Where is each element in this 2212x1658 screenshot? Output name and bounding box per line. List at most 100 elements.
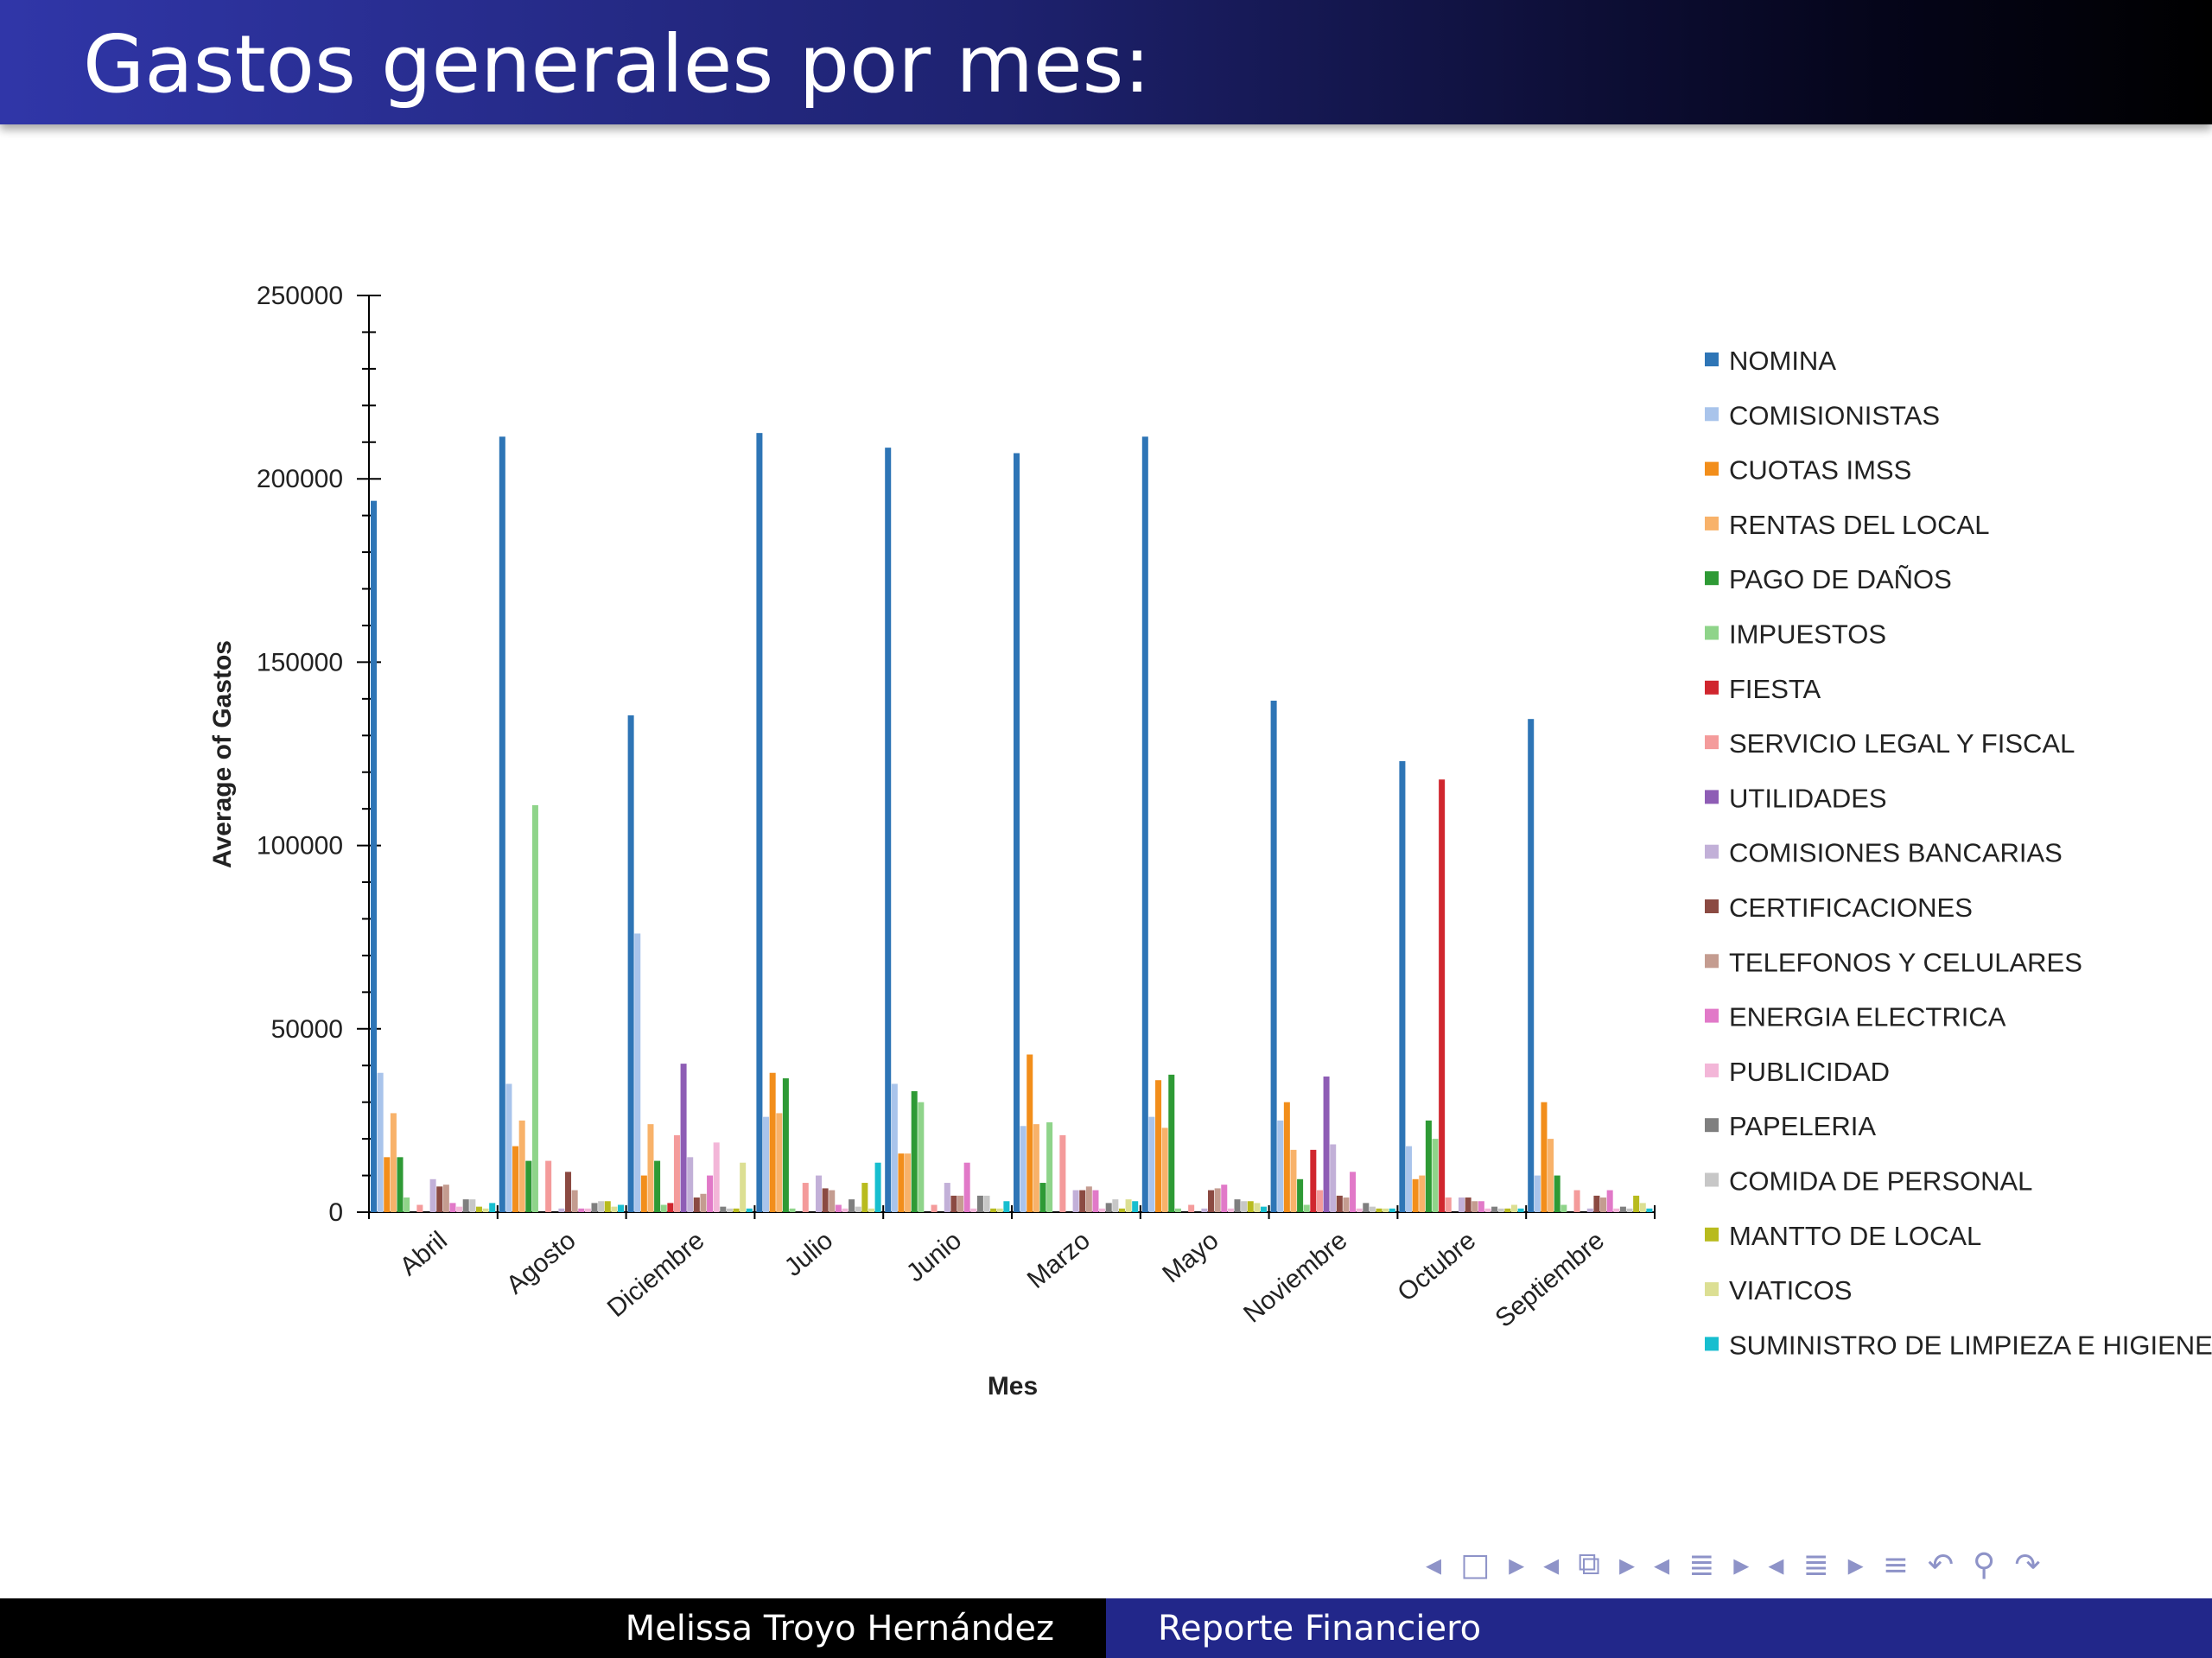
search-icon[interactable]: ⚲ — [1973, 1547, 1996, 1583]
bar — [1003, 1201, 1010, 1212]
legend-swatch — [1705, 353, 1719, 366]
bar — [1350, 1172, 1357, 1212]
legend-swatch — [1705, 1118, 1719, 1133]
arrow-right-icon[interactable]: ▸ — [1733, 1547, 1750, 1583]
bar — [604, 1201, 611, 1212]
legend-swatch — [1705, 1172, 1719, 1187]
legend-label: COMISIONES BANCARIAS — [1729, 838, 2063, 868]
bar — [1168, 1074, 1175, 1212]
bar — [1234, 1199, 1241, 1212]
bar — [1330, 1144, 1337, 1212]
bar — [660, 1204, 667, 1212]
bar — [489, 1203, 496, 1212]
x-axis-tick-labels: Abril Agosto Diciembre Julio Junio Marzo Mayo N… — [395, 1226, 1610, 1333]
bar — [1432, 1139, 1439, 1212]
bar — [1277, 1120, 1284, 1212]
align-icon[interactable]: ≡ — [1882, 1547, 1909, 1583]
arrow-right-icon[interactable]: ▸ — [1847, 1547, 1864, 1583]
legend-swatch — [1705, 790, 1719, 804]
bar — [1316, 1190, 1323, 1212]
arrow-left-icon[interactable]: ◂ — [1426, 1547, 1442, 1583]
bar — [627, 715, 634, 1212]
legend-swatch — [1705, 461, 1719, 476]
bar — [726, 1208, 733, 1212]
bar — [1491, 1206, 1498, 1212]
bar — [713, 1142, 720, 1212]
bar — [1141, 436, 1148, 1212]
bar — [397, 1157, 404, 1212]
y-tick-label: 250000 — [257, 282, 343, 310]
slide-footer: Melissa Troyo Hernández Reporte Financie… — [0, 1598, 2212, 1658]
x-tick-label: Noviembre — [1238, 1226, 1352, 1329]
chart-legend: NOMINA COMISIONISTAS CUOTAS IMSS RENTAS DEL… — [1705, 346, 2212, 1360]
bar — [898, 1153, 905, 1212]
bar — [1639, 1203, 1646, 1212]
bar — [789, 1208, 796, 1212]
frame-icon[interactable]: □ — [1460, 1547, 1491, 1583]
section-icon[interactable]: ≣ — [1688, 1547, 1715, 1583]
bar — [1260, 1206, 1267, 1212]
arrow-left-icon[interactable]: ◂ — [1543, 1547, 1560, 1583]
bar — [647, 1124, 654, 1212]
arrow-left-icon[interactable]: ◂ — [1768, 1547, 1784, 1583]
legend-label: ENERGIA ELECTRICA — [1729, 1002, 2006, 1032]
legend-label: COMISIONISTAS — [1729, 400, 1940, 430]
bar — [598, 1201, 605, 1212]
legend-swatch — [1705, 1063, 1719, 1077]
undo-icon[interactable]: ↶ — [1927, 1547, 1955, 1583]
bar — [1283, 1102, 1290, 1212]
redo-icon[interactable]: ↷ — [2014, 1547, 2041, 1583]
bar — [1363, 1203, 1370, 1212]
slide-title: Gastos generales por mes: — [83, 18, 1151, 111]
bar — [512, 1146, 519, 1212]
bar — [1382, 1208, 1389, 1212]
bar — [861, 1183, 868, 1212]
bar — [469, 1199, 476, 1212]
bar — [456, 1206, 463, 1212]
arrow-left-icon[interactable]: ◂ — [1654, 1547, 1670, 1583]
legend-swatch — [1705, 954, 1719, 969]
arrow-right-icon[interactable]: ▸ — [1618, 1547, 1636, 1583]
bar — [1188, 1204, 1195, 1212]
bar — [891, 1083, 898, 1212]
bar — [1633, 1195, 1640, 1212]
bar — [1270, 700, 1277, 1212]
legend-swatch — [1705, 1008, 1719, 1023]
bar — [1626, 1208, 1633, 1212]
bar — [673, 1134, 680, 1212]
bar — [475, 1206, 482, 1212]
bar — [565, 1172, 572, 1212]
bar — [905, 1153, 912, 1212]
bar — [1517, 1208, 1524, 1212]
bar — [1155, 1080, 1162, 1212]
x-tick-label: Marzo — [1022, 1226, 1096, 1294]
bar — [404, 1197, 410, 1212]
bar — [976, 1195, 983, 1212]
bar — [1336, 1195, 1343, 1212]
bar — [874, 1162, 881, 1212]
bar — [1323, 1076, 1330, 1212]
bar — [996, 1208, 1003, 1212]
bar — [558, 1208, 565, 1212]
bar — [1471, 1201, 1478, 1212]
bar — [1014, 453, 1020, 1212]
bar — [1085, 1186, 1092, 1212]
bar — [1221, 1185, 1228, 1212]
legend-swatch — [1705, 844, 1719, 859]
legend-label: PAGO DE DAÑOS — [1729, 564, 1952, 594]
legend-label: SERVICIO LEGAL Y FISCAL — [1729, 728, 2075, 759]
subsection-icon[interactable]: ⧉ — [1578, 1547, 1600, 1582]
bar — [990, 1208, 997, 1212]
section-icon[interactable]: ≣ — [1802, 1547, 1829, 1583]
bar — [700, 1193, 707, 1212]
arrow-right-icon[interactable]: ▸ — [1509, 1547, 1525, 1583]
bar — [1646, 1208, 1653, 1212]
bar — [963, 1162, 970, 1212]
bar — [1534, 1175, 1541, 1212]
bar — [782, 1078, 789, 1212]
bar — [1208, 1190, 1215, 1212]
chart-bars — [371, 433, 1653, 1212]
bar — [640, 1175, 647, 1212]
beamer-navigation: ◂ □ ▸ ◂ ⧉ ▸ ◂ ≣ ▸ ◂ ≣ ▸ ≡ ↶ ⚲ ↷ — [1426, 1543, 2041, 1586]
